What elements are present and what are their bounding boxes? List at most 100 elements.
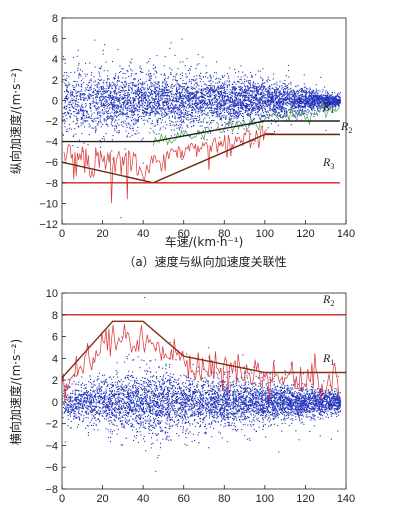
data-point [294, 98, 296, 100]
data-point [130, 62, 132, 64]
data-point [133, 102, 135, 104]
data-point [295, 103, 297, 105]
data-point [134, 108, 136, 110]
data-point [238, 114, 240, 116]
data-point [154, 125, 156, 127]
data-point [310, 97, 312, 99]
data-point [89, 97, 91, 99]
data-point [210, 87, 212, 89]
data-point [228, 119, 230, 121]
data-point [228, 123, 230, 125]
data-point [295, 91, 297, 93]
data-point [274, 90, 276, 92]
data-point [80, 107, 82, 109]
data-point [337, 100, 339, 102]
data-point [86, 97, 88, 99]
data-point [303, 106, 305, 108]
data-point [318, 103, 320, 105]
data-point [271, 92, 273, 94]
data-point [271, 98, 273, 100]
data-point [249, 82, 251, 84]
data-point [96, 92, 98, 94]
data-point [141, 105, 143, 107]
data-point [299, 88, 301, 90]
data-point [157, 103, 159, 105]
data-point [183, 130, 185, 132]
data-point [117, 106, 119, 108]
data-point [187, 119, 189, 121]
data-point [317, 114, 319, 116]
data-point [258, 106, 260, 108]
data-point [246, 103, 248, 105]
data-point [309, 95, 311, 97]
data-point [88, 94, 90, 96]
data-point [80, 75, 82, 77]
data-point [320, 102, 322, 104]
data-point [124, 94, 126, 96]
data-point [207, 107, 209, 109]
data-point [338, 105, 340, 107]
data-point [230, 101, 232, 103]
data-point [108, 108, 110, 110]
data-point [222, 99, 224, 101]
data-point [168, 86, 170, 88]
data-point [183, 107, 185, 109]
data-point [138, 101, 140, 103]
data-point [152, 85, 154, 87]
data-point [181, 106, 183, 108]
data-point [196, 107, 198, 109]
data-point [289, 102, 291, 104]
data-point [74, 128, 76, 130]
data-point [117, 98, 119, 100]
data-point [314, 100, 316, 102]
data-point [66, 90, 68, 92]
data-point [267, 94, 269, 96]
data-point [182, 104, 184, 106]
data-point [99, 111, 101, 113]
data-point [168, 95, 170, 97]
data-point [239, 113, 241, 115]
data-point [332, 96, 334, 98]
data-point [338, 105, 340, 107]
data-point [241, 89, 243, 91]
data-point [134, 118, 136, 120]
data-point [293, 98, 295, 100]
data-point [65, 77, 67, 79]
data-point [132, 114, 134, 116]
data-point [236, 110, 238, 112]
data-point [211, 107, 213, 109]
data-point [242, 102, 244, 104]
data-point [212, 103, 214, 105]
data-point [158, 105, 160, 107]
data-point [196, 97, 198, 99]
data-point [104, 90, 106, 92]
data-point [94, 127, 96, 129]
data-point [197, 96, 199, 98]
data-point [96, 102, 98, 104]
data-point [252, 110, 254, 112]
data-point [228, 113, 230, 115]
data-point [111, 98, 113, 100]
data-point [175, 110, 177, 112]
data-point [243, 116, 245, 118]
data-point [84, 110, 86, 112]
data-point [187, 117, 189, 119]
data-point [248, 115, 250, 117]
data-point [228, 77, 230, 79]
data-point [158, 133, 160, 135]
data-point [111, 111, 113, 113]
data-point [65, 114, 67, 116]
data-point [256, 104, 258, 106]
data-point [150, 84, 152, 86]
data-point [86, 99, 88, 101]
data-point [140, 97, 142, 99]
data-point [67, 93, 69, 95]
data-point [186, 90, 188, 92]
data-point [168, 107, 170, 109]
data-point [256, 90, 258, 92]
data-point [191, 97, 193, 99]
data-point [276, 114, 278, 116]
data-point [237, 103, 239, 105]
data-point [68, 107, 70, 109]
data-point [219, 106, 221, 108]
